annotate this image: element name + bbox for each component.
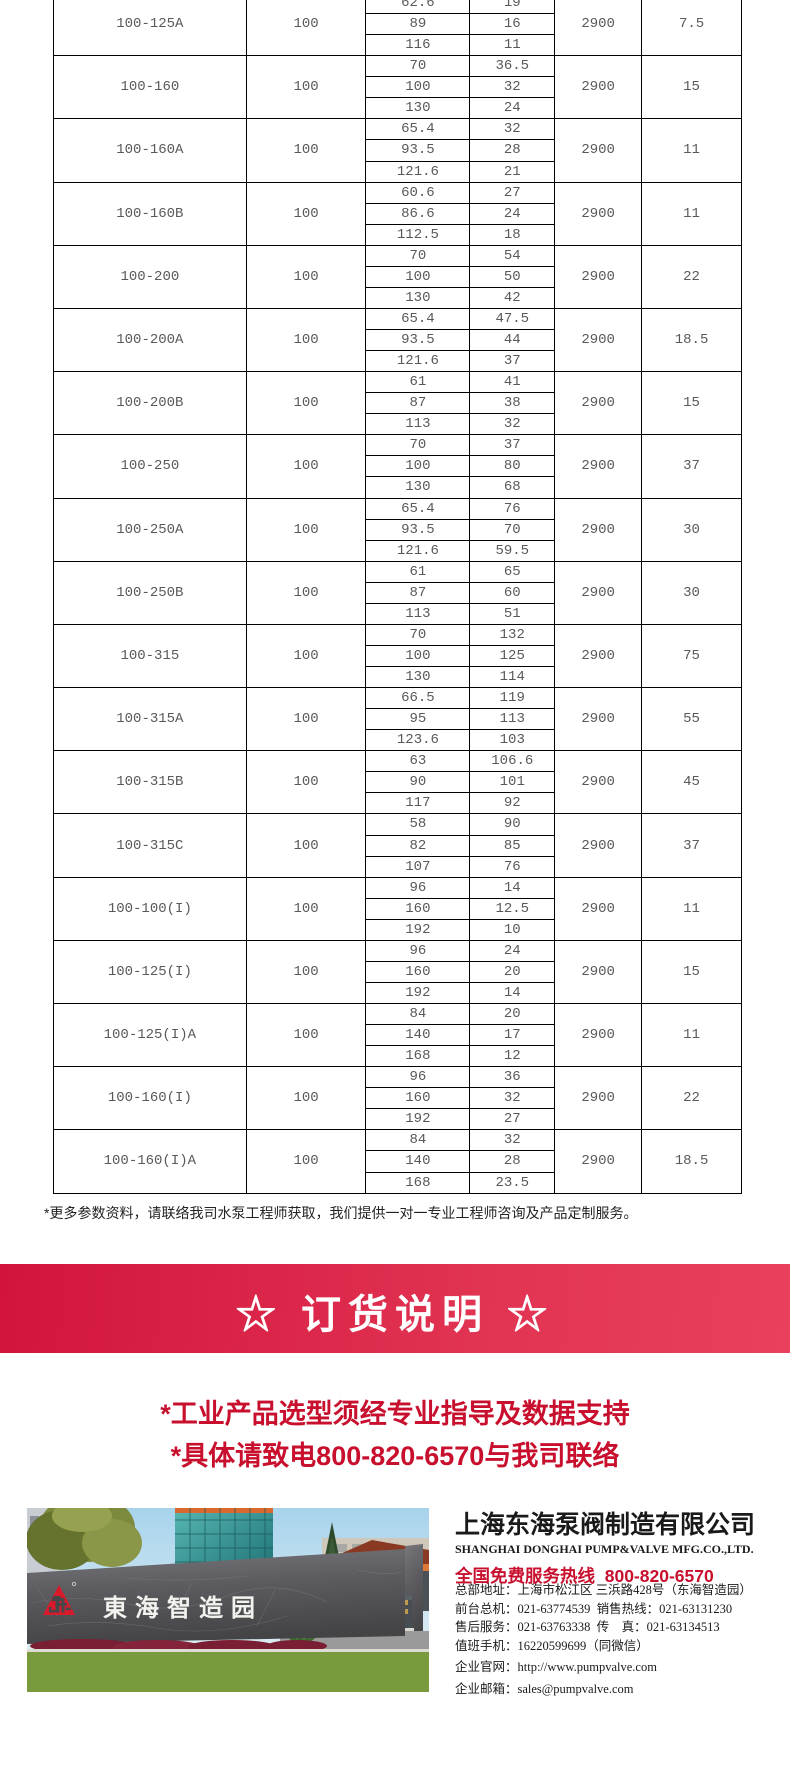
- svg-text:東海智造园: 東海智造园: [103, 1594, 263, 1622]
